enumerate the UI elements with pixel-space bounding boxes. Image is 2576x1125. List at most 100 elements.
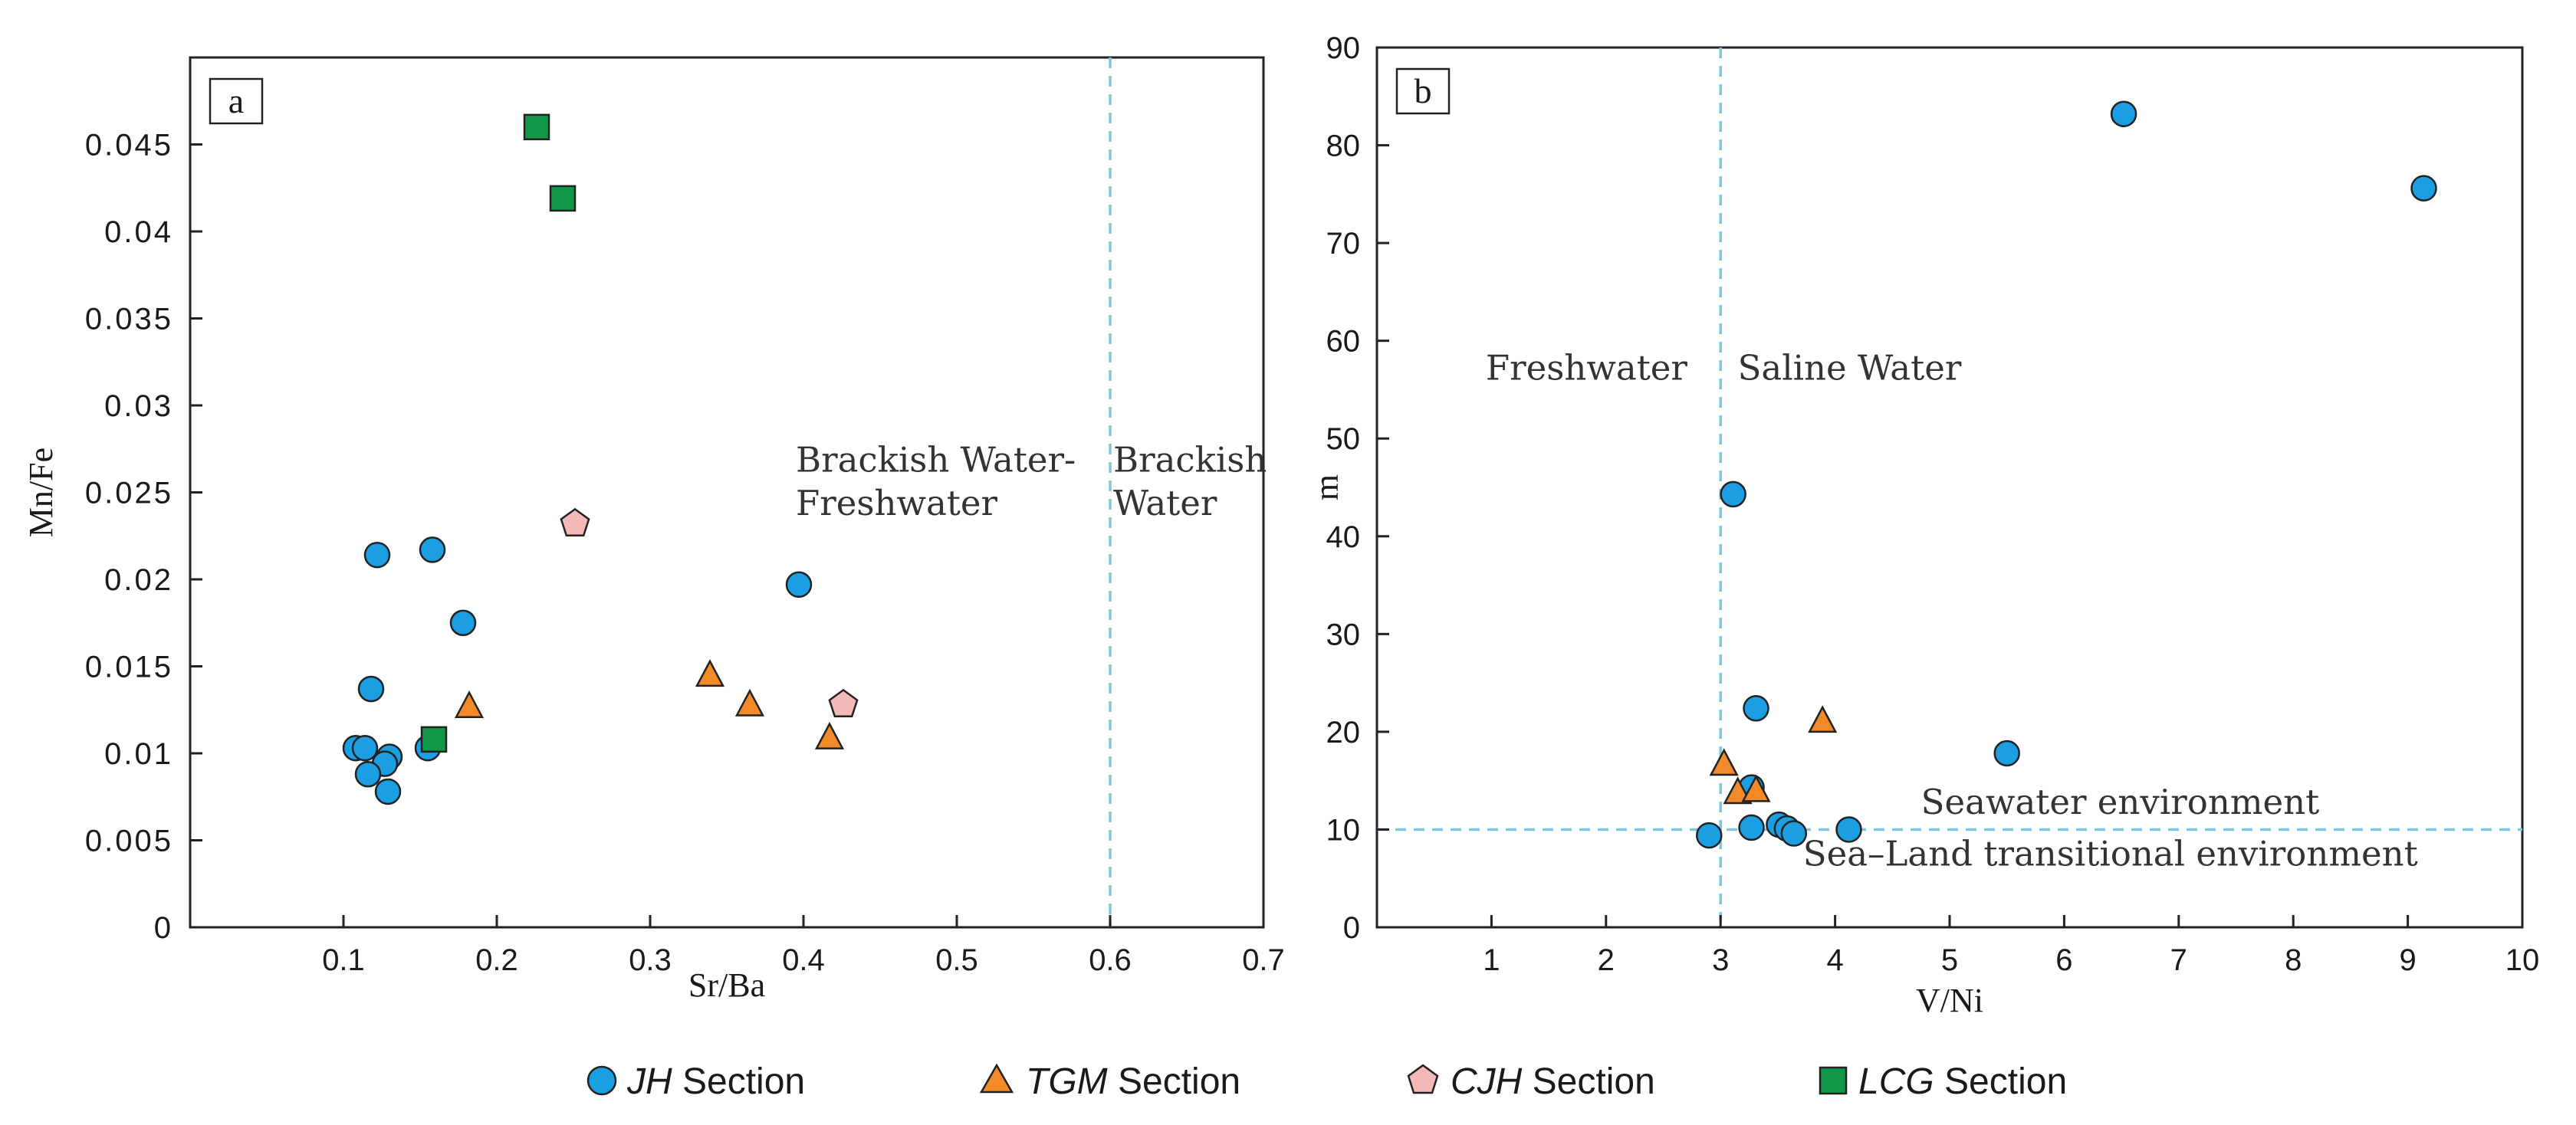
- legend: JH Section TGM Section CJH Section LCG S…: [586, 1061, 2067, 1102]
- y-tick-label-b-0: 0: [1343, 911, 1360, 945]
- x-tick-label-a-6: 0.7: [1242, 943, 1285, 977]
- x-tick-label-b-2: 3: [1712, 943, 1729, 977]
- y-tick-label-b-7: 70: [1326, 227, 1361, 261]
- y-tick-label-a-7: 0.035: [85, 303, 173, 336]
- data-point-a-cjh-0: [560, 507, 590, 536]
- y-tick-label-b-4: 40: [1326, 520, 1361, 554]
- legend-marker-tgm: [979, 1063, 1014, 1094]
- y-tick-label-a-1: 0.005: [85, 825, 173, 858]
- data-point-a-tgm-2: [734, 688, 765, 717]
- x-axis-title-a: Sr/Ba: [688, 966, 765, 1004]
- y-tick-label-b-2: 20: [1326, 716, 1361, 749]
- region-label-a-2: Brackish: [1113, 439, 1267, 480]
- data-point-a-jh-0: [363, 541, 391, 569]
- data-point-a-tgm-3: [814, 721, 845, 749]
- data-point-a-jh-11: [785, 571, 813, 599]
- x-tick-label-b-7: 8: [2285, 943, 2302, 977]
- panel-tag-box-a: [209, 77, 264, 125]
- data-point-b-tgm-1: [1808, 705, 1838, 733]
- x-tick-label-b-0: 1: [1483, 943, 1500, 977]
- x-tick-label-b-8: 9: [2399, 943, 2416, 977]
- x-tick-label-b-9: 10: [2505, 943, 2540, 977]
- data-point-a-jh-3: [357, 675, 385, 703]
- data-point-a-lcg-0: [523, 113, 550, 141]
- panel-tag-label-b: b: [1414, 71, 1432, 110]
- data-point-b-tgm-0: [1709, 748, 1739, 776]
- data-point-b-jh-0: [2110, 100, 2137, 127]
- legend-item-lcg: LCG Section: [1819, 1061, 2067, 1102]
- data-point-a-jh-5: [351, 734, 379, 762]
- region-label-a-0: Brackish Water-: [796, 439, 1076, 480]
- data-point-a-tgm-0: [454, 690, 485, 718]
- legend-label-jh-name: JH: [626, 1061, 672, 1102]
- x-tick-label-b-5: 6: [2055, 943, 2072, 977]
- y-axis-title-a: Mn/Fe: [22, 448, 60, 537]
- x-tick-label-a-5: 0.6: [1089, 943, 1132, 977]
- x-tick-label-b-3: 4: [1826, 943, 1843, 977]
- y-tick-label-a-4: 0.02: [104, 563, 173, 597]
- legend-label-lcg: LCG Section: [1858, 1061, 2067, 1102]
- data-point-a-lcg-1: [549, 185, 577, 212]
- x-tick-label-a-2: 0.3: [629, 943, 672, 977]
- x-tick-label-b-4: 5: [1941, 943, 1958, 977]
- y-tick-label-a-5: 0.025: [85, 477, 173, 510]
- legend-marker-lcg: [1819, 1066, 1848, 1095]
- x-tick-label-a-0: 0.1: [322, 943, 365, 977]
- y-tick-label-b-9: 90: [1326, 31, 1361, 65]
- panel-a-scatter-plot: 0.1 0.2 0.3 0.4 0.5 0.6 0.7 0 0.005 0.01 0.015 0.02…: [22, 56, 1285, 1004]
- legend-label-jh-suffix: Section: [672, 1061, 805, 1102]
- x-tick-label-a-1: 0.2: [475, 943, 518, 977]
- legend-label-lcg-suffix: Section: [1934, 1061, 2067, 1102]
- y-axis-title-b: m: [1308, 474, 1346, 500]
- panel-tag-label-a: a: [228, 81, 244, 120]
- x-tick-label-b-6: 7: [2170, 943, 2187, 977]
- x-tick-label-a-3: 0.4: [782, 943, 825, 977]
- panel-b-scatter-plot: 1 2 3 4 5 6 7 8 9 10 0 10 20 30 40 50 60 70 80 90 V/Ni m b Fres…: [1308, 31, 2539, 1019]
- legend-marker-cjh: [1407, 1064, 1439, 1094]
- data-point-b-jh-4: [1993, 740, 2020, 767]
- data-point-b-jh-11: [1780, 820, 1808, 847]
- data-point-a-jh-9: [354, 760, 382, 788]
- data-point-a-jh-10: [374, 778, 402, 805]
- data-point-b-jh-1: [2410, 175, 2437, 202]
- data-point-b-jh-9: [1738, 814, 1765, 841]
- region-label-b-1: Saline Water: [1738, 348, 1962, 389]
- legend-item-cjh: CJH Section: [1407, 1061, 1655, 1102]
- region-label-b-2: Seawater environment: [1921, 782, 2320, 822]
- data-point-a-cjh-1: [828, 688, 859, 718]
- y-tick-label-b-3: 30: [1326, 618, 1361, 651]
- legend-item-tgm: TGM Section: [979, 1061, 1240, 1102]
- data-point-b-jh-8: [1835, 816, 1862, 843]
- legend-item-jh: JH Section: [586, 1061, 805, 1102]
- data-point-b-tgm-3: [1741, 774, 1771, 802]
- y-tick-label-a-0: 0: [154, 911, 173, 945]
- legend-label-cjh-suffix: Section: [1522, 1061, 1654, 1102]
- legend-marker-jh: [586, 1065, 617, 1096]
- y-tick-label-b-5: 50: [1326, 422, 1361, 456]
- x-axis-title-b: V/Ni: [1916, 982, 1983, 1019]
- panel-tag-box-b: [1395, 67, 1451, 115]
- legend-label-tgm-name: TGM: [1026, 1061, 1108, 1102]
- y-tick-label-b-8: 80: [1326, 130, 1361, 163]
- legend-label-cjh: CJH Section: [1451, 1061, 1655, 1102]
- x-tick-label-a-4: 0.5: [935, 943, 978, 977]
- legend-label-jh: JH Section: [626, 1061, 805, 1102]
- region-label-b-3: Sea–Land transitional environment: [1803, 834, 2418, 874]
- region-label-a-3: Water: [1113, 483, 1217, 523]
- y-tick-label-b-6: 60: [1326, 325, 1361, 359]
- y-tick-label-a-9: 0.045: [85, 129, 173, 162]
- legend-label-cjh-name: CJH: [1451, 1061, 1523, 1102]
- data-point-a-jh-1: [419, 536, 446, 563]
- legend-label-tgm: TGM Section: [1026, 1061, 1240, 1102]
- legend-label-lcg-name: LCG: [1858, 1061, 1934, 1102]
- data-point-a-lcg-2: [420, 726, 448, 753]
- data-point-a-tgm-1: [695, 659, 725, 687]
- data-point-a-jh-2: [449, 609, 477, 636]
- data-point-b-jh-3: [1743, 695, 1769, 722]
- x-tick-label-b-1: 2: [1598, 943, 1615, 977]
- y-tick-label-a-3: 0.015: [85, 651, 173, 684]
- y-tick-label-a-6: 0.03: [104, 389, 173, 423]
- plot-frame-a: [189, 56, 1265, 929]
- y-tick-label-b-1: 10: [1326, 813, 1361, 847]
